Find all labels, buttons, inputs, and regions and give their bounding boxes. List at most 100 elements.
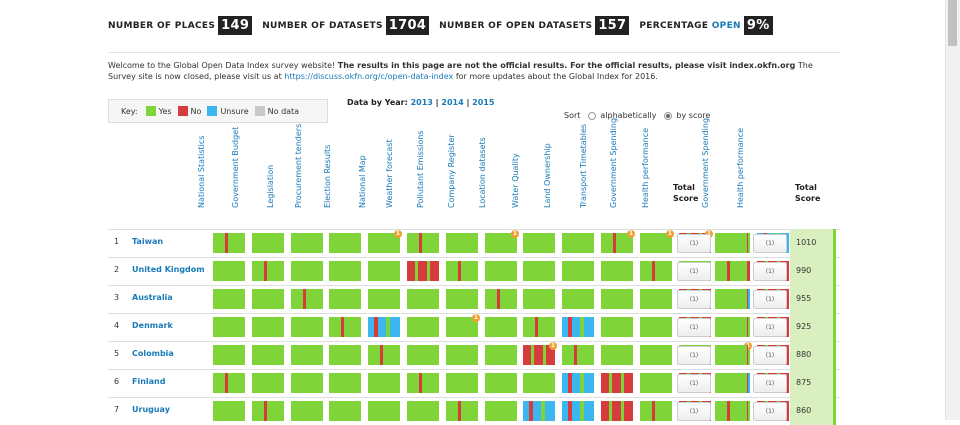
score-cell[interactable] (640, 345, 672, 365)
score-cell[interactable] (640, 233, 672, 253)
score-cell[interactable] (485, 233, 517, 253)
score-cell[interactable] (601, 317, 633, 337)
score-cell[interactable] (213, 261, 245, 281)
score-cell[interactable] (601, 233, 633, 253)
country-link[interactable]: Uruguay (132, 405, 170, 414)
year-link-2014[interactable]: 2014 (441, 98, 464, 107)
details-button[interactable]: (1) (753, 234, 787, 253)
score-cell[interactable] (291, 317, 323, 337)
score-cell[interactable] (213, 317, 245, 337)
score-cell[interactable] (523, 233, 555, 253)
score-cell[interactable] (368, 401, 400, 421)
score-cell[interactable] (640, 401, 672, 421)
score-cell[interactable] (368, 261, 400, 281)
score-cell[interactable] (329, 317, 361, 337)
score-cell[interactable] (252, 401, 284, 421)
column-header-label[interactable]: Government Spending (701, 117, 710, 208)
score-cell[interactable] (715, 289, 747, 309)
score-cell[interactable] (640, 373, 672, 393)
country-link[interactable]: United Kingdom (132, 265, 205, 274)
country-link[interactable]: Denmark (132, 321, 173, 330)
score-cell[interactable] (407, 401, 439, 421)
country-link[interactable]: Colombia (132, 349, 174, 358)
score-cell[interactable] (407, 233, 439, 253)
column-header-label[interactable]: Legislation (266, 164, 275, 208)
score-cell[interactable] (523, 289, 555, 309)
score-cell[interactable] (446, 317, 478, 337)
details-button[interactable]: (1) (677, 346, 711, 365)
comment-badge[interactable]: 1 (627, 230, 635, 238)
comment-badge[interactable]: 1 (666, 230, 674, 238)
score-cell[interactable] (213, 345, 245, 365)
score-cell[interactable] (329, 289, 361, 309)
score-cell[interactable] (252, 233, 284, 253)
score-cell[interactable] (407, 345, 439, 365)
score-cell[interactable] (213, 401, 245, 421)
column-header-label[interactable]: Health performance (641, 127, 650, 208)
score-cell[interactable] (213, 373, 245, 393)
column-header-label[interactable]: Water Quality (511, 153, 520, 208)
score-cell[interactable] (523, 345, 555, 365)
score-cell[interactable] (329, 345, 361, 365)
score-cell[interactable] (446, 289, 478, 309)
score-cell[interactable] (291, 289, 323, 309)
score-cell[interactable] (601, 373, 633, 393)
score-cell[interactable] (329, 233, 361, 253)
comment-badge[interactable]: 1 (394, 230, 402, 238)
score-cell[interactable] (407, 289, 439, 309)
score-cell[interactable] (715, 233, 747, 253)
score-cell[interactable] (291, 261, 323, 281)
score-cell[interactable] (562, 345, 594, 365)
country-link[interactable]: Australia (132, 293, 173, 302)
score-cell[interactable] (562, 289, 594, 309)
column-header-label[interactable]: Government Spending (609, 117, 618, 208)
details-button[interactable]: (1) (677, 290, 711, 309)
country-link[interactable]: Taiwan (132, 237, 164, 246)
score-cell[interactable] (446, 261, 478, 281)
column-header-label[interactable]: National Map (358, 155, 367, 208)
column-header-label[interactable]: Government Budget (231, 126, 240, 208)
details-button[interactable]: (1) (753, 346, 787, 365)
discuss-link[interactable]: https://discuss.okfn.org/c/open-data-ind… (284, 72, 454, 81)
comment-badge[interactable]: 1 (744, 342, 752, 350)
column-header-label[interactable]: Company Register (447, 134, 456, 208)
score-cell[interactable] (485, 401, 517, 421)
score-cell[interactable] (329, 373, 361, 393)
column-header-label[interactable]: Election Results (323, 144, 332, 208)
column-header-label[interactable]: Land Ownership (543, 143, 552, 208)
score-cell[interactable] (291, 233, 323, 253)
comment-badge[interactable]: 1 (472, 314, 480, 322)
sort-alphabetically-label[interactable]: alphabetically (600, 111, 657, 120)
column-header-label[interactable]: Health performance (736, 127, 745, 208)
score-cell[interactable] (252, 317, 284, 337)
details-button[interactable]: (1) (753, 402, 787, 421)
scrollbar[interactable] (945, 0, 960, 420)
column-header-label[interactable]: Pollutant Emissions (416, 130, 425, 209)
score-cell[interactable] (601, 401, 633, 421)
score-cell[interactable] (291, 401, 323, 421)
year-link-2013[interactable]: 2013 (410, 98, 433, 107)
score-cell[interactable] (601, 345, 633, 365)
score-cell[interactable] (640, 261, 672, 281)
score-cell[interactable] (485, 373, 517, 393)
score-cell[interactable] (640, 289, 672, 309)
score-cell[interactable] (601, 261, 633, 281)
score-cell[interactable] (329, 401, 361, 421)
score-cell[interactable] (485, 345, 517, 365)
sort-alphabetically-radio[interactable] (588, 111, 597, 120)
score-cell[interactable] (213, 289, 245, 309)
score-cell[interactable] (446, 373, 478, 393)
score-cell[interactable] (523, 401, 555, 421)
score-cell[interactable] (446, 233, 478, 253)
score-cell[interactable] (368, 289, 400, 309)
details-button[interactable]: (1) (753, 290, 787, 309)
score-cell[interactable] (368, 373, 400, 393)
score-cell[interactable] (407, 261, 439, 281)
sort-by-score-label[interactable]: by score (676, 111, 711, 120)
score-cell[interactable] (562, 401, 594, 421)
details-button[interactable]: (1) (677, 318, 711, 337)
score-cell[interactable] (368, 233, 400, 253)
column-header-label[interactable]: Transport Timetables (579, 123, 588, 208)
score-cell[interactable] (252, 373, 284, 393)
score-cell[interactable] (523, 261, 555, 281)
